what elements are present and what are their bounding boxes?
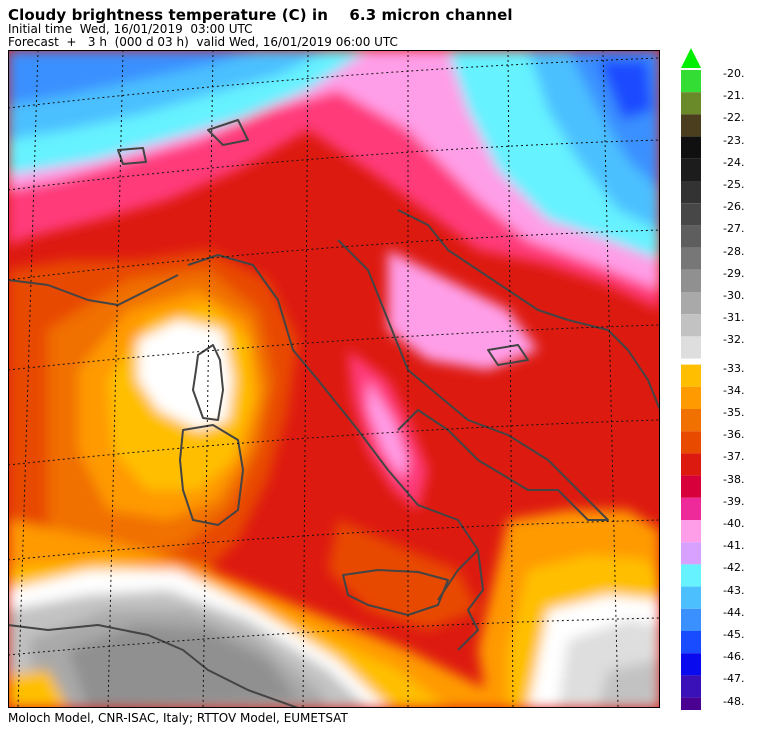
scale-swatch [681,653,701,676]
scale-label: -26. [723,200,745,214]
brightness-temperature-map [8,50,660,708]
scale-swatch [681,675,701,698]
scale-swatch [681,608,701,631]
scale-swatch [681,453,701,476]
scale-label: -20. [723,67,745,80]
scale-label: -42. [723,561,745,575]
map-frame [8,50,660,708]
scale-label: -40. [723,517,745,530]
scale-label: -37. [723,450,745,464]
scale-label: -31. [723,311,745,325]
scale-swatch [681,158,701,181]
scale-swatch [681,497,701,520]
scale-label: -29. [723,266,745,280]
scale-label: -34. [723,383,745,397]
scale-label: -33. [723,361,745,375]
scale-label: -25. [723,178,745,191]
scale-label: -36. [723,428,745,442]
chart-title: Cloudy brightness temperature (C) in 6.3… [8,6,513,24]
scale-swatch [681,386,701,409]
color-scale-bar [681,48,701,710]
scale-label: -21. [723,89,745,103]
temperature-field [8,50,660,708]
scale-label: -27. [723,222,745,236]
scale-swatch [681,247,701,270]
scale-swatch [681,586,701,609]
scale-label: -46. [723,650,745,664]
scale-swatch [681,114,701,137]
scale-swatch [681,269,701,292]
scale-swatch [681,364,701,387]
scale-label: -23. [723,133,745,147]
scale-swatch [681,181,701,204]
scale-swatch [681,431,701,454]
coastlines [8,119,660,708]
scale-swatch [681,336,701,359]
scale-top-arrow [681,48,701,68]
scale-swatch [681,564,701,587]
scale-swatch [681,136,701,159]
scale-swatch [681,697,701,710]
scale-swatch [681,292,701,315]
scale-swatch [681,70,701,93]
scale-label: -30. [723,289,745,302]
scale-swatch [681,92,701,115]
scale-swatch [681,225,701,248]
scale-swatch [681,203,701,226]
scale-label: -48. [723,694,745,708]
scale-label: -39. [723,494,745,508]
scale-label: -38. [723,472,745,486]
model-credit: Moloch Model, CNR-ISAC, Italy; RTTOV Mod… [8,711,348,725]
scale-swatch [681,542,701,565]
scale-swatch [681,314,701,337]
scale-label: -28. [723,244,745,258]
scale-swatch [681,520,701,543]
initial-time-line: Initial time Wed, 16/01/2019 03:00 UTC [8,22,253,36]
scale-label: -44. [723,605,745,619]
scale-label: -47. [723,672,745,686]
scale-label: -32. [723,333,745,347]
forecast-line: Forecast + 3 h (000 d 03 h) valid Wed, 1… [8,35,398,49]
scale-swatch [681,631,701,654]
graticule [8,50,660,708]
scale-label: -22. [723,111,745,125]
scale-label: -35. [723,406,745,419]
scale-label: -41. [723,539,745,553]
scale-swatch [681,475,701,498]
scale-swatch [681,409,701,432]
scale-label: -43. [723,583,745,597]
scale-label: -45. [723,628,745,641]
scale-label: -24. [723,155,745,169]
